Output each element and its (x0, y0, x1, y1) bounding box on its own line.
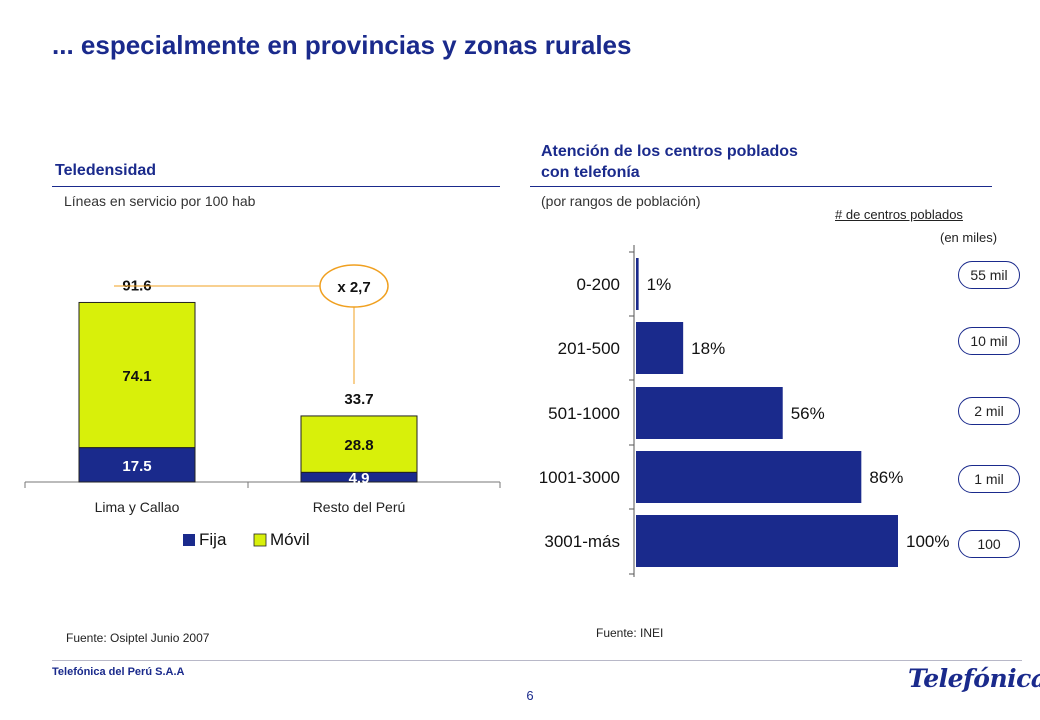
page-title: ... especialmente en provincias y zonas … (52, 30, 632, 60)
right-panel-rule (530, 186, 992, 187)
centros-pill-4: 1 mil (958, 465, 1020, 493)
right-panel-subtitle: (por rangos de población) (541, 193, 701, 209)
bar-fija-0 (78, 447, 196, 483)
centros-poblados-subtitle: (en miles) (940, 230, 998, 245)
centros-pill-1: 55 mil (958, 261, 1020, 289)
centros-pill-5: 100 (958, 530, 1020, 558)
hbar-value-3: 86% (869, 468, 903, 487)
legend-label-fija: Fija (199, 530, 227, 549)
left-source: Fuente: Osiptel Junio 2007 (66, 631, 210, 645)
footer-rule (52, 660, 1022, 661)
bar-fija-1 (300, 471, 418, 483)
hbar-category-2: 501-1000 (548, 404, 620, 423)
hbar-value-2: 56% (791, 404, 825, 423)
bar-movil-0 (78, 301, 196, 449)
hbar-2 (636, 387, 783, 439)
label-fija-1: 4.9 (349, 470, 370, 487)
hbar-0 (636, 258, 639, 310)
centros-poblados-title: # de centros poblados (835, 207, 963, 222)
legend-swatch-movil (253, 533, 267, 547)
label-fija-0: 17.5 (122, 458, 151, 475)
centros-pill-3: 2 mil (958, 397, 1020, 425)
left-panel-subtitle: Líneas en servicio por 100 hab (64, 193, 256, 209)
hbar-value-0: 1% (647, 275, 672, 294)
hbar-category-4: 3001-más (544, 532, 620, 551)
right-panel-title-line2: con telefonía (541, 164, 640, 181)
company-name: Telefónica del Perú S.A.A (52, 666, 185, 678)
left-panel-rule (52, 186, 500, 187)
category-label-0: Lima y Callao (95, 499, 180, 515)
right-source: Fuente: INEI (596, 626, 664, 640)
multiplier-label: x 2,7 (337, 279, 370, 296)
hbar-category-0: 0-200 (577, 275, 620, 294)
right-panel-title-line1: Atención de los centros poblados (541, 143, 798, 160)
telefonica-logo: Telefónica (908, 664, 1040, 693)
hbar-category-1: 201-500 (558, 339, 620, 358)
legend-label-movil: Móvil (270, 530, 310, 549)
hbar-value-1: 18% (691, 339, 725, 358)
hbar-3 (636, 451, 862, 503)
left-panel-title: Teledensidad (55, 162, 157, 179)
multiplier-ellipse (319, 264, 389, 308)
hbar-value-4: 100% (906, 532, 949, 551)
label-total-1: 33.7 (344, 391, 373, 408)
hbar-category-3: 1001-3000 (539, 468, 620, 487)
page-number: 6 (526, 688, 534, 703)
legend-swatch-fija (183, 534, 195, 546)
hbar-4 (636, 515, 898, 567)
label-movil-1: 28.8 (344, 437, 373, 454)
label-movil-0: 74.1 (122, 368, 151, 385)
centros-poblados-chart: 1% 0-200 18% 201-500 56% 501-1000 86% 1001-3000… (539, 245, 949, 577)
hbar-1 (636, 322, 684, 374)
category-label-1: Resto del Perú (313, 499, 406, 515)
centros-pill-2: 10 mil (958, 327, 1020, 355)
